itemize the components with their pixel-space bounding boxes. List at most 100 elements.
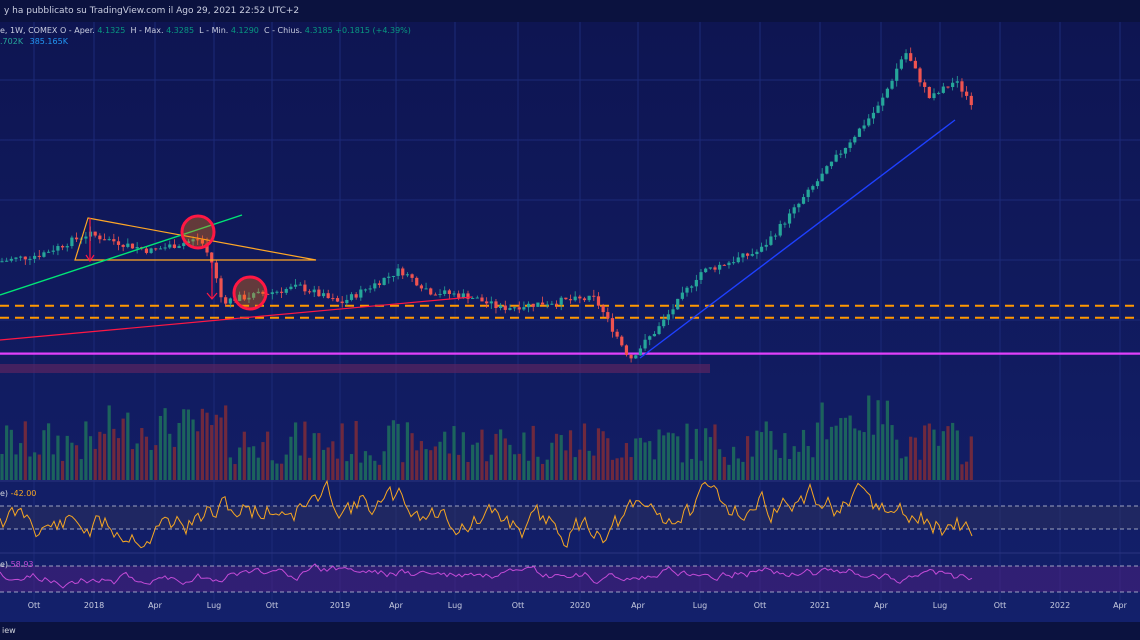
volume-bar xyxy=(144,436,149,480)
candle-body xyxy=(769,236,773,245)
volume-bar xyxy=(713,424,717,480)
candle-body xyxy=(568,299,573,301)
volume-bar xyxy=(960,464,964,480)
candle-body xyxy=(275,291,279,293)
volume-bar xyxy=(895,439,899,480)
volume-bar xyxy=(410,433,414,480)
volume-bar xyxy=(42,430,46,480)
red-trendline xyxy=(0,296,473,341)
candle-body xyxy=(895,68,899,81)
candle-body xyxy=(759,246,764,252)
candle-body xyxy=(783,223,787,225)
x-tick-label: Lug xyxy=(933,601,947,610)
candle-body xyxy=(172,244,177,248)
candle-body xyxy=(331,298,335,300)
volume-bar xyxy=(228,457,232,480)
volume-bar xyxy=(704,428,708,480)
candle-body xyxy=(14,257,18,259)
candle-body xyxy=(909,53,913,61)
candle-body xyxy=(643,339,647,349)
volume-bar xyxy=(5,425,9,480)
volume-bar xyxy=(172,446,177,480)
volume-profile-bar xyxy=(0,364,710,373)
candle-body xyxy=(56,246,60,251)
x-tick-label: Lug xyxy=(448,601,462,610)
osc2-value: 58.93 xyxy=(10,560,34,569)
volume-bar xyxy=(457,454,461,480)
candle-body xyxy=(750,254,754,256)
candle-body xyxy=(158,248,163,250)
volume-bar xyxy=(708,437,712,480)
volume-bar xyxy=(517,453,521,480)
candle-body xyxy=(23,256,27,260)
volume-bar xyxy=(84,421,88,480)
x-tick-label: 2022 xyxy=(1050,601,1070,610)
candle-body xyxy=(801,197,806,204)
candle-body xyxy=(84,236,88,239)
x-tick-label: Apr xyxy=(389,601,404,610)
volume-bar xyxy=(135,443,139,480)
candle-body xyxy=(545,304,549,306)
candle-body xyxy=(951,82,955,88)
candle-body xyxy=(396,268,400,276)
candle-body xyxy=(340,301,344,304)
candle-body xyxy=(177,246,181,248)
candle-body xyxy=(764,244,768,247)
candle-body xyxy=(252,293,256,298)
x-tick-label: Ott xyxy=(512,601,525,610)
volume-bar xyxy=(252,446,256,480)
candle-body xyxy=(699,272,703,280)
green-trendline xyxy=(0,214,243,296)
volume-bar xyxy=(508,444,512,480)
candle-body xyxy=(191,239,195,242)
volume-bar xyxy=(382,451,386,480)
candle-body xyxy=(247,297,251,300)
volume-bar xyxy=(98,431,102,480)
volume-bar xyxy=(694,428,698,480)
candle-body xyxy=(885,88,889,98)
candle-body xyxy=(554,303,559,305)
candle-body xyxy=(881,97,885,106)
candle-body xyxy=(657,326,661,334)
candle-body xyxy=(713,267,717,270)
volume-bar xyxy=(722,456,726,480)
volume-bar xyxy=(834,425,838,480)
volume-bar xyxy=(70,442,74,480)
volume-bar xyxy=(33,452,37,480)
candle-body xyxy=(130,243,135,249)
candle-body xyxy=(540,302,545,305)
candle-body xyxy=(224,297,228,304)
volume-legend: .702K 385.165K xyxy=(0,37,68,46)
candle-body xyxy=(256,291,260,294)
volume-bar xyxy=(0,454,4,480)
volume-bar xyxy=(88,436,93,480)
volume-bar xyxy=(839,418,843,480)
candle-body xyxy=(508,308,512,310)
volume-bar xyxy=(578,449,582,480)
candle-body xyxy=(433,294,437,296)
volume-bar xyxy=(885,400,889,480)
candle-body xyxy=(708,267,712,269)
candle-body xyxy=(242,294,246,300)
low-label: L - Min. xyxy=(199,26,229,35)
candle-body xyxy=(280,291,284,293)
candle-body xyxy=(652,333,656,337)
volume-bar xyxy=(783,433,787,480)
volume-bar xyxy=(345,461,349,480)
candle-body xyxy=(33,255,37,259)
candle-body xyxy=(773,235,778,237)
candle-body xyxy=(219,278,223,298)
candle-body xyxy=(867,118,871,126)
volume-bar xyxy=(680,462,684,480)
oscillator-1-pane xyxy=(0,479,1140,549)
candle-body xyxy=(163,247,167,249)
volume-bar xyxy=(955,430,959,480)
volume-bar xyxy=(475,442,479,480)
volume-bar xyxy=(587,450,591,480)
volume-bar xyxy=(843,417,848,480)
candle-body xyxy=(154,248,158,250)
highlight-circle-1 xyxy=(180,214,216,250)
volume-bar xyxy=(867,395,871,480)
candle-body xyxy=(135,247,139,249)
